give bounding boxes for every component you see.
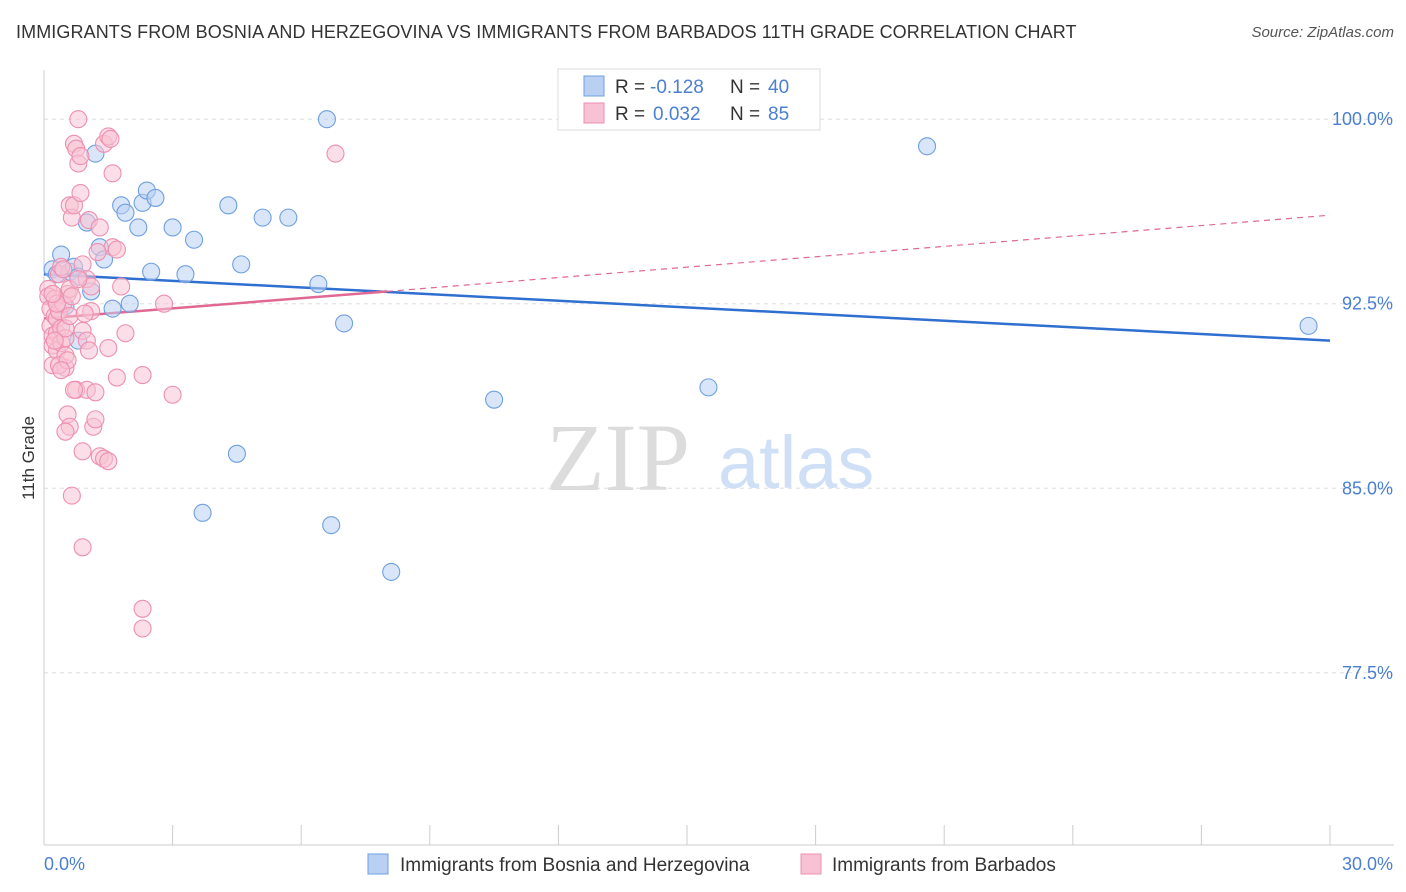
series-legend-swatch-barbados [800, 853, 822, 875]
point-barbados-81 [43, 284, 62, 303]
point-bosnia-30 [227, 444, 246, 463]
grid-lines [44, 118, 1394, 674]
legend-n-value-barbados: 85 [768, 104, 789, 125]
y-tick-label-0: 77.5% [1342, 663, 1393, 683]
point-barbados-68 [133, 619, 152, 638]
point-bosnia-32 [322, 516, 341, 535]
point-bosnia-33 [382, 562, 401, 581]
point-barbados-58 [107, 368, 126, 387]
point-barbados-32 [71, 147, 90, 166]
point-bosnia-28 [317, 110, 336, 129]
legend-n-label-bosnia: N = [730, 77, 765, 98]
point-bosnia-20 [163, 218, 182, 237]
watermark-zip: ZIP [546, 404, 690, 511]
point-barbados-61 [163, 385, 182, 404]
point-bosnia-34 [485, 390, 504, 409]
point-barbados-44 [86, 410, 105, 429]
point-barbados-64 [62, 486, 81, 505]
y-axis-label: 11th Grade [19, 416, 38, 500]
legend-swatch-barbados [583, 102, 605, 124]
y-tick-label-1: 85.0% [1342, 478, 1393, 498]
point-bosnia-36 [918, 137, 937, 156]
y-tick-labels: 77.5% 85.0% 92.5% 100.0% [1332, 109, 1393, 683]
axes [43, 70, 1394, 846]
point-barbados-30 [69, 110, 88, 129]
point-bosnia-25 [253, 208, 272, 227]
point-barbados-84 [56, 422, 75, 441]
point-bosnia-23 [219, 196, 238, 215]
series-legend-label-barbados: Immigrants from Barbados [832, 855, 1056, 876]
point-bosnia-14 [116, 203, 135, 222]
point-bosnia-22 [184, 230, 204, 249]
stats-legend: R = -0.128 N = 40 R = 0.032 N = 85 [557, 68, 821, 131]
trend-line-bosnia [43, 272, 1331, 342]
point-barbados-43 [86, 383, 105, 402]
x-tick-labels: 0.0% 30.0% [44, 854, 1393, 874]
y-tick-label-2: 92.5% [1342, 294, 1393, 314]
series-legend-swatch-bosnia [367, 853, 389, 875]
legend-swatch-bosnia [583, 75, 605, 97]
trend-line-barbados-extension [386, 214, 1331, 293]
point-bosnia-27 [309, 274, 328, 294]
watermark: ZIP atlas [546, 404, 874, 511]
point-bosnia-12 [103, 299, 122, 318]
chart-title: IMMIGRANTS FROM BOSNIA AND HERZEGOVINA V… [16, 22, 1077, 42]
point-bosnia-19 [142, 262, 161, 281]
point-barbados-55 [112, 277, 131, 296]
point-barbados-82 [45, 331, 64, 350]
point-bosnia-18 [146, 188, 165, 207]
point-barbados-60 [154, 294, 174, 313]
point-barbados-75 [60, 306, 79, 326]
point-bosnia-31 [193, 503, 212, 522]
point-barbados-54 [107, 240, 126, 259]
point-barbados-33 [71, 183, 90, 203]
point-bosnia-24 [232, 255, 251, 274]
watermark-atlas: atlas [718, 421, 874, 504]
point-bosnia-29 [335, 314, 354, 333]
point-barbados-48 [90, 218, 109, 237]
point-bosnia-21 [176, 265, 195, 284]
x-tick-label-max: 30.0% [1342, 854, 1393, 874]
series-legend: Immigrants from Bosnia and Herzegovina I… [367, 853, 1056, 876]
point-barbados-52 [103, 164, 122, 183]
point-barbados-57 [99, 338, 118, 358]
point-barbados-56 [116, 324, 135, 343]
source-label: Source: ZipAtlas.com [1251, 24, 1394, 41]
point-barbados-77 [69, 270, 88, 289]
point-barbados-66 [73, 442, 92, 461]
point-barbados-25 [62, 287, 81, 306]
legend-n-label-barbados: N = [730, 104, 765, 125]
legend-r-value-bosnia: -0.128 [650, 77, 704, 98]
point-barbados-78 [75, 304, 94, 323]
point-barbados-76 [64, 380, 84, 399]
point-bosnia-39 [120, 294, 139, 313]
legend-n-value-bosnia: 40 [768, 77, 789, 98]
point-bosnia-35 [699, 378, 718, 397]
point-barbados-72 [54, 260, 73, 279]
trend-lines [43, 214, 1331, 342]
point-barbados-59 [133, 366, 152, 385]
y-tick-label-3: 100.0% [1332, 109, 1393, 129]
point-barbados-83 [52, 361, 71, 380]
point-barbados-65 [73, 538, 92, 557]
point-barbados-69 [326, 144, 345, 163]
legend-r-label-bosnia: R = [615, 77, 650, 98]
legend-r-value-barbados: 0.032 [653, 104, 701, 125]
point-barbados-79 [79, 341, 99, 360]
x-tick-label-min: 0.0% [44, 854, 85, 874]
series-legend-label-bosnia: Immigrants from Bosnia and Herzegovina [400, 855, 750, 876]
point-barbados-80 [88, 243, 107, 262]
point-barbados-47 [99, 452, 118, 471]
trend-line-barbados [43, 290, 388, 320]
point-barbados-67 [133, 599, 152, 618]
legend-r-label-barbados: R = [615, 104, 650, 125]
point-bosnia-37 [1299, 316, 1318, 335]
point-barbados-51 [101, 129, 120, 148]
point-bosnia-26 [279, 208, 298, 227]
point-bosnia-15 [129, 218, 148, 237]
data-points [39, 110, 1318, 638]
